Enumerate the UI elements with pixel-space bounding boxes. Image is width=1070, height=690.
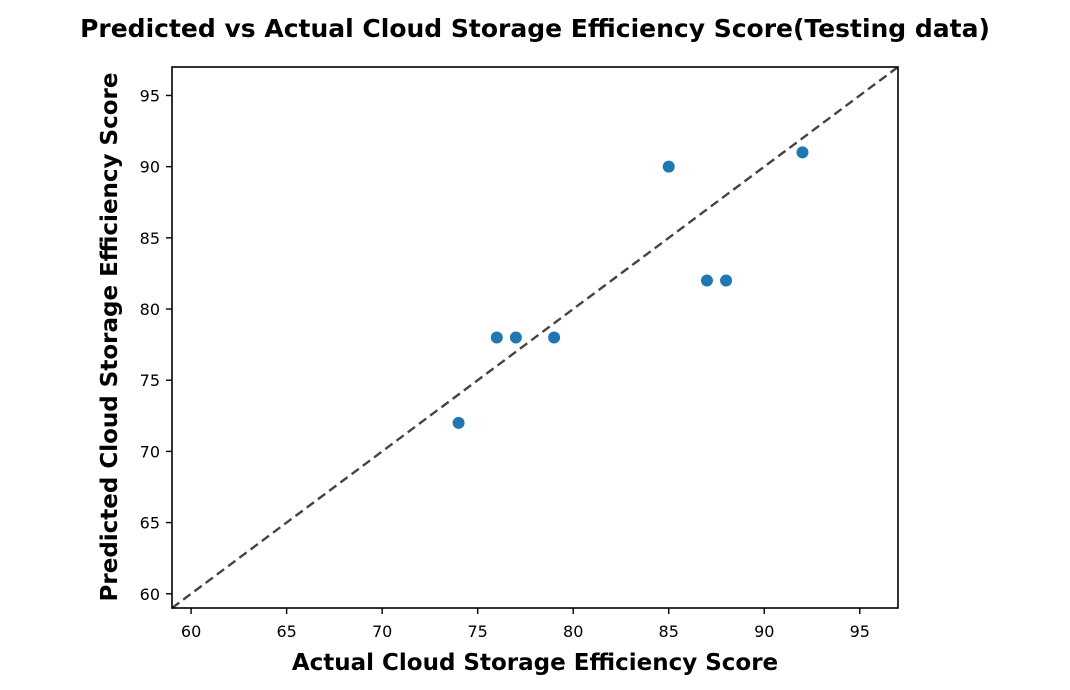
x-tick-label: 80 [563, 622, 583, 641]
y-tick-label: 85 [140, 229, 160, 248]
y-tick-label: 75 [140, 371, 160, 390]
y-tick-label: 65 [140, 514, 160, 533]
data-point [796, 146, 809, 159]
plot-area: 60 65 70 75 80 85 90 95 60 65 70 75 80 85 90 95 [140, 66, 899, 641]
chart-title: Predicted vs Actual Cloud Storage Effici… [80, 14, 990, 43]
y-axis-label: Predicted Cloud Storage Efficiency Score [97, 73, 123, 602]
reference-line [171, 66, 899, 609]
data-point [700, 274, 713, 287]
x-tick-label: 95 [850, 622, 870, 641]
data-point [720, 274, 733, 287]
x-tick-label: 75 [468, 622, 488, 641]
x-axis-label: Actual Cloud Storage Efficiency Score [292, 650, 778, 676]
data-point [452, 416, 465, 429]
y-tick-label: 80 [140, 300, 160, 319]
data-point [548, 331, 561, 344]
y-tick-label: 90 [140, 158, 160, 177]
data-point [509, 331, 522, 344]
x-tick-label: 90 [754, 622, 774, 641]
y-tick-label: 60 [140, 585, 160, 604]
data-point [662, 160, 675, 173]
x-tick-label: 85 [659, 622, 679, 641]
axes-frame [171, 66, 899, 609]
y-tick-label: 95 [140, 86, 160, 105]
x-tick-label: 70 [372, 622, 392, 641]
data-point [490, 331, 503, 344]
y-tick-label: 70 [140, 442, 160, 461]
x-tick-label: 60 [181, 622, 201, 641]
x-tick-label: 65 [276, 622, 296, 641]
